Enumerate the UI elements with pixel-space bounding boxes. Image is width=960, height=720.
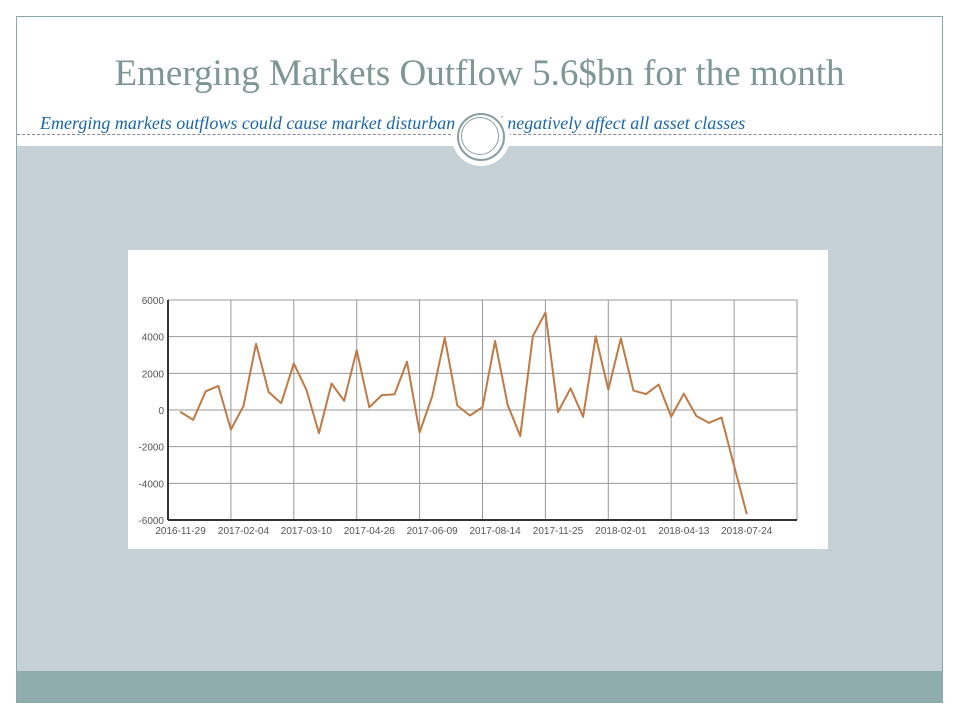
x-tick-label: 2018-04-13	[658, 526, 710, 537]
slide-footer-band	[17, 671, 942, 702]
y-tick-label: 0	[158, 406, 164, 417]
data-point	[733, 465, 735, 467]
x-tick-label: 2017-03-10	[281, 526, 333, 537]
series-line	[180, 311, 748, 514]
y-tick-label: 2000	[142, 369, 165, 380]
data-point	[267, 391, 270, 393]
data-point	[343, 400, 345, 402]
data-point	[443, 336, 446, 339]
data-point	[607, 388, 610, 391]
data-point	[557, 411, 559, 413]
data-point	[406, 360, 408, 363]
y-tick-label: -2000	[138, 443, 164, 454]
data-point	[708, 422, 710, 424]
chart-container: 6000 4000 2000 0 -2000 -4000 -6000 2016-11-29 20…	[128, 250, 828, 549]
data-point	[645, 393, 647, 395]
data-point	[695, 415, 698, 417]
data-point	[494, 340, 496, 342]
data-point	[632, 389, 635, 392]
x-tick-label: 2017-08-14	[470, 526, 522, 537]
data-point	[682, 392, 685, 395]
data-point	[431, 395, 433, 398]
data-point	[305, 388, 308, 391]
x-tick-label: 2018-02-01	[595, 526, 647, 537]
x-tick-label: 2016-11-29	[155, 526, 206, 537]
circle-ornament-icon	[452, 108, 510, 166]
data-point	[355, 349, 358, 352]
data-point	[393, 393, 396, 396]
slide-subtitle: Emerging markets outflows could cause ma…	[40, 113, 746, 133]
data-point	[506, 404, 509, 406]
data-point	[293, 362, 295, 365]
y-tick-label: -6000	[138, 516, 164, 527]
data-point	[532, 335, 534, 338]
x-tick-label: 2017-06-09	[407, 526, 459, 537]
data-point	[204, 390, 207, 393]
data-point	[192, 419, 194, 421]
y-tick-label: 4000	[142, 333, 165, 344]
data-point	[318, 432, 320, 434]
y-tick-label: 6000	[142, 296, 165, 307]
slide-title: Emerging Markets Outflow 5.6$bn for the …	[114, 53, 845, 94]
data-point	[418, 431, 421, 434]
data-point	[657, 383, 660, 386]
data-point	[670, 415, 672, 418]
data-point	[368, 406, 371, 409]
data-point	[569, 387, 572, 390]
slide-frame	[16, 16, 943, 703]
data-point	[582, 415, 584, 418]
data-point	[519, 435, 522, 437]
data-point	[280, 402, 283, 405]
data-point	[456, 404, 459, 407]
data-point	[469, 414, 471, 417]
y-tick-label: -4000	[138, 479, 164, 490]
x-tick-label: 2017-11-25	[533, 526, 584, 537]
x-tick-label: 2017-04-26	[344, 526, 396, 537]
data-point	[381, 394, 383, 396]
data-point	[179, 411, 182, 413]
data-point	[481, 406, 484, 409]
data-point	[745, 512, 748, 515]
data-point	[255, 343, 257, 345]
data-point	[230, 428, 232, 431]
data-point	[620, 337, 622, 340]
data-point	[544, 311, 547, 314]
data-point	[594, 335, 597, 338]
data-point	[720, 416, 723, 419]
data-point	[217, 385, 220, 387]
data-point	[242, 405, 245, 407]
data-point	[330, 382, 333, 385]
x-tick-label: 2017-02-04	[218, 526, 270, 537]
x-tick-label: 2018-07-24	[721, 526, 773, 537]
